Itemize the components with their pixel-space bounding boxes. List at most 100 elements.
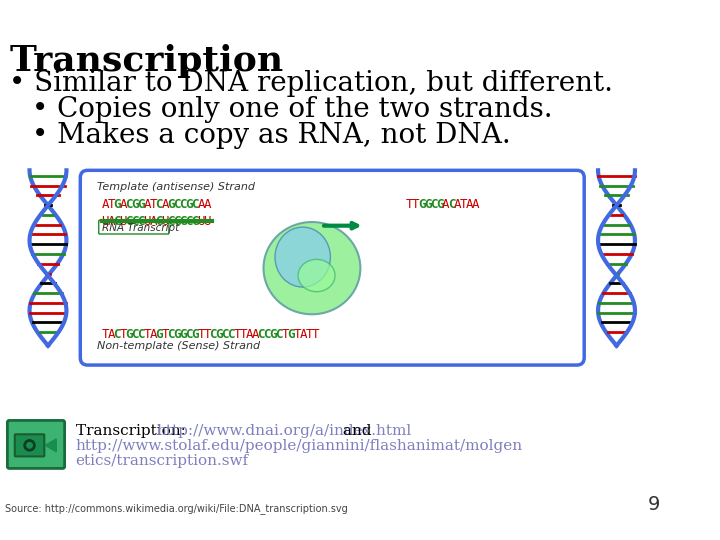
Text: C: C (228, 328, 235, 341)
Text: C: C (156, 198, 163, 211)
Text: T: T (240, 328, 247, 341)
Text: RNA Transcript: RNA Transcript (102, 223, 179, 233)
Text: T: T (107, 198, 115, 211)
Text: G: G (186, 198, 193, 211)
Text: G: G (156, 328, 163, 341)
Text: U: U (143, 214, 151, 228)
Text: Template (antisense) Strand: Template (antisense) Strand (97, 183, 255, 192)
Text: T: T (197, 328, 205, 341)
Text: C: C (186, 328, 193, 341)
Text: U: U (161, 214, 169, 228)
Text: T: T (294, 328, 301, 341)
Ellipse shape (298, 259, 335, 292)
Text: C: C (186, 214, 193, 228)
FancyBboxPatch shape (7, 421, 65, 468)
FancyBboxPatch shape (15, 434, 45, 456)
Text: C: C (168, 214, 175, 228)
Text: A: A (107, 214, 115, 228)
Text: G: G (125, 328, 133, 341)
Text: C: C (168, 328, 175, 341)
Text: C: C (132, 214, 139, 228)
Text: A: A (120, 198, 127, 211)
Text: C: C (210, 328, 217, 341)
Circle shape (24, 440, 35, 451)
Text: C: C (179, 198, 187, 211)
FancyBboxPatch shape (81, 170, 584, 365)
Text: and: and (338, 424, 372, 438)
Text: G: G (156, 214, 163, 228)
Text: C: C (258, 328, 265, 341)
Text: http://www.stolaf.edu/people/giannini/flashanimat/molgen: http://www.stolaf.edu/people/giannini/fl… (76, 439, 523, 453)
Text: • Makes a copy as RNA, not DNA.: • Makes a copy as RNA, not DNA. (32, 123, 511, 150)
Circle shape (27, 443, 32, 448)
Text: Non-template (Sense) Strand: Non-template (Sense) Strand (97, 341, 260, 351)
Text: G: G (125, 214, 133, 228)
Text: G: G (174, 214, 181, 228)
Text: C: C (114, 214, 121, 228)
Text: A: A (102, 198, 109, 211)
Text: G: G (179, 328, 187, 341)
Text: T: T (143, 328, 151, 341)
Text: A: A (300, 328, 307, 341)
Text: A: A (454, 198, 462, 211)
Text: T: T (282, 328, 289, 341)
Text: G: G (179, 214, 187, 228)
Text: A: A (143, 198, 151, 211)
Text: C: C (174, 198, 181, 211)
Text: C: C (430, 198, 438, 211)
Text: G: G (192, 328, 199, 341)
Text: G: G (174, 328, 181, 341)
Text: A: A (442, 198, 449, 211)
Text: C: C (448, 198, 456, 211)
Text: Transcription: Transcription (9, 44, 284, 78)
FancyBboxPatch shape (99, 220, 169, 234)
Polygon shape (45, 439, 56, 452)
Text: A: A (150, 214, 157, 228)
Text: A: A (466, 198, 474, 211)
Text: C: C (138, 214, 145, 228)
Text: A: A (197, 198, 205, 211)
Text: etics/transcription.swf: etics/transcription.swf (76, 454, 249, 468)
Text: G: G (418, 198, 426, 211)
Text: C: C (132, 328, 139, 341)
Text: G: G (436, 198, 444, 211)
Text: A: A (204, 198, 211, 211)
Text: C: C (192, 198, 199, 211)
Text: A: A (150, 328, 157, 341)
Text: G: G (424, 198, 431, 211)
Text: http://www.dnai.org/a/index.html: http://www.dnai.org/a/index.html (157, 424, 412, 438)
Text: A: A (251, 328, 259, 341)
Text: U: U (204, 214, 211, 228)
Text: T: T (120, 328, 127, 341)
Text: A: A (246, 328, 253, 341)
Text: T: T (406, 198, 413, 211)
Text: T: T (312, 328, 319, 341)
Text: G: G (192, 214, 199, 228)
Text: G: G (287, 328, 295, 341)
Text: • Copies only one of the two strands.: • Copies only one of the two strands. (32, 97, 553, 124)
Text: Source: http://commons.wikimedia.org/wiki/File:DNA_transcription.svg: Source: http://commons.wikimedia.org/wik… (4, 503, 347, 514)
Text: G: G (168, 198, 175, 211)
Text: T: T (150, 198, 157, 211)
Text: T: T (204, 328, 211, 341)
Text: U: U (197, 214, 205, 228)
Text: T: T (233, 328, 241, 341)
Text: A: A (107, 328, 115, 341)
Text: T: T (161, 328, 169, 341)
Text: G: G (269, 328, 277, 341)
Text: T: T (412, 198, 420, 211)
Text: G: G (138, 198, 145, 211)
Ellipse shape (264, 222, 361, 314)
Text: Transcription:: Transcription: (76, 424, 190, 438)
Text: C: C (264, 328, 271, 341)
Ellipse shape (275, 227, 330, 287)
Text: • Similar to DNA replication, but different.: • Similar to DNA replication, but differ… (9, 70, 613, 97)
Text: C: C (125, 198, 133, 211)
Text: U: U (120, 214, 127, 228)
Text: U: U (102, 214, 109, 228)
Text: G: G (132, 198, 139, 211)
Text: C: C (222, 328, 229, 341)
Text: T: T (102, 328, 109, 341)
Text: G: G (114, 198, 121, 211)
Text: T: T (460, 198, 467, 211)
